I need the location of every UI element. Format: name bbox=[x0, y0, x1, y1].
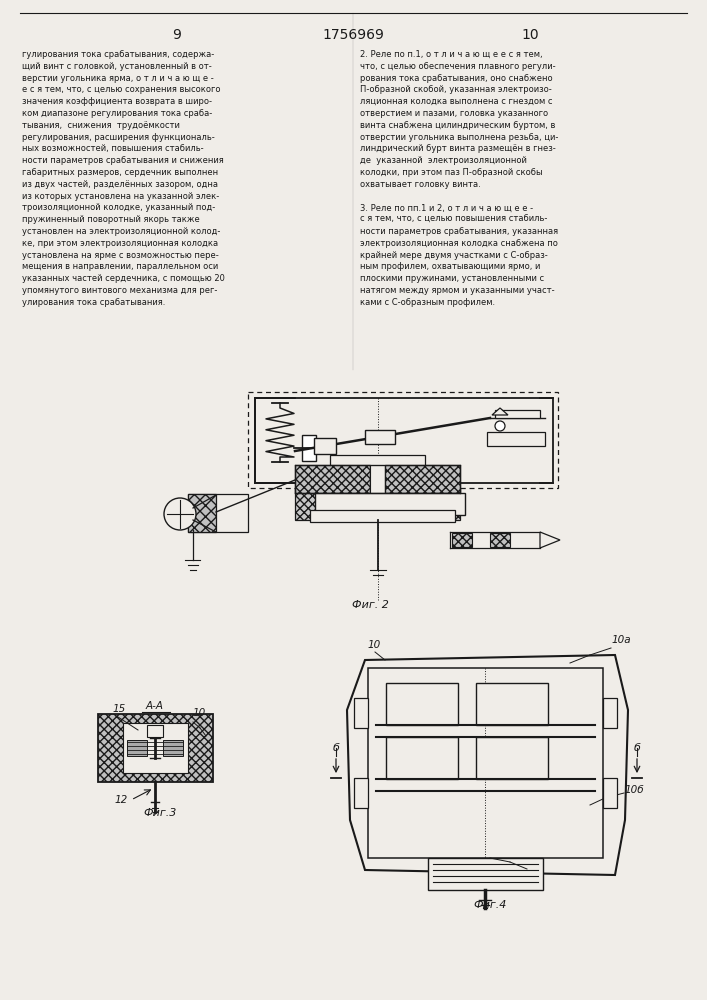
Text: крайней мере двумя участками с С-образ-: крайней мере двумя участками с С-образ- bbox=[360, 251, 548, 260]
Bar bbox=[476, 683, 548, 725]
Text: рования тока срабатывания, оно снабжено: рования тока срабатывания, оно снабжено bbox=[360, 74, 553, 83]
Text: ности параметров срабатывания и снижения: ности параметров срабатывания и снижения bbox=[22, 156, 223, 165]
Bar bbox=[354, 778, 368, 808]
Text: из которых установлена на указанной элек-: из которых установлена на указанной элек… bbox=[22, 192, 219, 201]
Polygon shape bbox=[492, 408, 508, 415]
Text: колодки, при этом паз П-образной скобы: колодки, при этом паз П-образной скобы bbox=[360, 168, 543, 177]
Text: натягом между ярмом и указанными участ-: натягом между ярмом и указанными участ- bbox=[360, 286, 554, 295]
Text: е с я тем, что, с целью сохранения высокого: е с я тем, что, с целью сохранения высок… bbox=[22, 85, 221, 94]
Bar bbox=[310, 510, 455, 522]
Bar bbox=[314, 438, 336, 454]
Text: ным профилем, охватывающими ярмо, и: ным профилем, охватывающими ярмо, и bbox=[360, 262, 540, 271]
Text: 12: 12 bbox=[115, 795, 128, 805]
Text: мещения в направлении, параллельном оси: мещения в направлении, параллельном оси bbox=[22, 262, 218, 271]
Circle shape bbox=[164, 498, 196, 530]
Bar bbox=[123, 723, 188, 773]
Text: указанных частей сердечника, с помощью 20: указанных частей сердечника, с помощью 2… bbox=[22, 274, 225, 283]
Bar bbox=[295, 488, 325, 520]
Polygon shape bbox=[255, 398, 553, 483]
Text: из двух частей, разделённых зазором, одна: из двух частей, разделённых зазором, одн… bbox=[22, 180, 218, 189]
Bar bbox=[428, 858, 543, 890]
Bar bbox=[370, 465, 385, 493]
Circle shape bbox=[495, 421, 505, 431]
Text: с я тем, что, с целью повышения стабиль-: с я тем, что, с целью повышения стабиль- bbox=[360, 215, 547, 224]
Polygon shape bbox=[540, 532, 560, 548]
Text: б: б bbox=[332, 743, 339, 753]
Text: троизоляционной колодке, указанный под-: троизоляционной колодке, указанный под- bbox=[22, 203, 215, 212]
Bar bbox=[452, 533, 472, 547]
Bar bbox=[430, 488, 460, 520]
Bar bbox=[368, 668, 603, 858]
Text: ками с С-образным профилем.: ками с С-образным профилем. bbox=[360, 298, 495, 307]
Text: ком диапазоне регулирования тока сраба-: ком диапазоне регулирования тока сраба- bbox=[22, 109, 212, 118]
Polygon shape bbox=[127, 740, 147, 756]
Text: 10: 10 bbox=[521, 28, 539, 42]
Text: Фиг.3: Фиг.3 bbox=[144, 808, 177, 818]
Bar bbox=[147, 725, 163, 737]
Bar bbox=[487, 432, 545, 446]
Bar bbox=[354, 698, 368, 728]
Text: 1: 1 bbox=[528, 862, 534, 872]
Text: что, с целью обеспечения плавного регули-: что, с целью обеспечения плавного регули… bbox=[360, 62, 556, 71]
Bar bbox=[603, 778, 617, 808]
Text: ке, при этом электроизоляционная колодка: ке, при этом электроизоляционная колодка bbox=[22, 239, 218, 248]
Text: 9: 9 bbox=[173, 28, 182, 42]
Text: ляционная колодка выполнена с гнездом с: ляционная колодка выполнена с гнездом с bbox=[360, 97, 552, 106]
Bar bbox=[385, 465, 460, 493]
Text: установлена на ярме с возможностью пере-: установлена на ярме с возможностью пере- bbox=[22, 251, 218, 260]
Bar bbox=[495, 410, 540, 418]
Text: 1756969: 1756969 bbox=[322, 28, 384, 42]
Text: де  указанной  электроизоляционной: де указанной электроизоляционной bbox=[360, 156, 527, 165]
Bar bbox=[603, 698, 617, 728]
Text: щий винт с головкой, установленный в от-: щий винт с головкой, установленный в от- bbox=[22, 62, 212, 71]
Text: тывания,  снижения  трудоёмкости: тывания, снижения трудоёмкости bbox=[22, 121, 180, 130]
Bar bbox=[188, 494, 248, 532]
Text: установлен на электроизоляционной колод-: установлен на электроизоляционной колод- bbox=[22, 227, 221, 236]
Text: 10: 10 bbox=[368, 640, 381, 650]
Text: габаритных размеров, сердечник выполнен: габаритных размеров, сердечник выполнен bbox=[22, 168, 218, 177]
Text: линдрический бурт винта размещён в гнез-: линдрический бурт винта размещён в гнез- bbox=[360, 144, 556, 153]
Bar bbox=[295, 465, 370, 493]
Bar bbox=[330, 455, 425, 503]
Text: значения коэффициента возврата в широ-: значения коэффициента возврата в широ- bbox=[22, 97, 212, 106]
Text: отверстием и пазами, головка указанного: отверстием и пазами, головка указанного bbox=[360, 109, 548, 118]
Bar bbox=[188, 494, 216, 532]
Text: упомянутого винтового механизма для рег-: упомянутого винтового механизма для рег- bbox=[22, 286, 217, 295]
Text: верстии угольника ярма, о т л и ч а ю щ е -: верстии угольника ярма, о т л и ч а ю щ … bbox=[22, 74, 214, 83]
Text: электроизоляционная колодка снабжена по: электроизоляционная колодка снабжена по bbox=[360, 239, 558, 248]
Text: улирования тока срабатывания.: улирования тока срабатывания. bbox=[22, 298, 165, 307]
Text: б: б bbox=[633, 743, 641, 753]
Text: плоскими пружинами, установленными с: плоскими пружинами, установленными с bbox=[360, 274, 544, 283]
Bar bbox=[386, 737, 458, 779]
Bar bbox=[386, 683, 458, 725]
Text: Фиг. 2: Фиг. 2 bbox=[351, 600, 388, 610]
Text: 10а: 10а bbox=[612, 635, 631, 645]
Text: А-А: А-А bbox=[146, 701, 164, 711]
Text: 15: 15 bbox=[113, 704, 127, 714]
Text: ных возможностей, повышения стабиль-: ных возможностей, повышения стабиль- bbox=[22, 144, 204, 153]
Bar bbox=[490, 533, 510, 547]
Polygon shape bbox=[163, 740, 183, 756]
Text: винта снабжена цилиндрическим буртом, в: винта снабжена цилиндрическим буртом, в bbox=[360, 121, 556, 130]
Bar bbox=[302, 435, 316, 461]
Bar bbox=[315, 493, 465, 515]
Text: 10б: 10б bbox=[625, 785, 645, 795]
Text: Фиг.4: Фиг.4 bbox=[473, 900, 507, 910]
Text: регулирования, расширения функциональ-: регулирования, расширения функциональ- bbox=[22, 133, 215, 142]
Text: ности параметров срабатывания, указанная: ности параметров срабатывания, указанная bbox=[360, 227, 558, 236]
Text: 3. Реле по пп.1 и 2, о т л и ч а ю щ е е -: 3. Реле по пп.1 и 2, о т л и ч а ю щ е е… bbox=[360, 203, 533, 212]
Text: П-образной скобой, указанная электроизо-: П-образной скобой, указанная электроизо- bbox=[360, 85, 551, 94]
Bar bbox=[365, 430, 395, 444]
Text: охватывает головку винта.: охватывает головку винта. bbox=[360, 180, 481, 189]
Polygon shape bbox=[347, 655, 628, 875]
Text: отверстии угольника выполнена резьба, ци-: отверстии угольника выполнена резьба, ци… bbox=[360, 133, 559, 142]
Text: гулирования тока срабатывания, содержа-: гулирования тока срабатывания, содержа- bbox=[22, 50, 214, 59]
Text: 2. Реле по п.1, о т л и ч а ю щ е е с я тем,: 2. Реле по п.1, о т л и ч а ю щ е е с я … bbox=[360, 50, 543, 59]
Bar bbox=[98, 714, 213, 782]
Bar bbox=[476, 737, 548, 779]
Text: пружиненный поворотный якорь также: пружиненный поворотный якорь также bbox=[22, 215, 200, 224]
Text: 10: 10 bbox=[193, 708, 206, 718]
